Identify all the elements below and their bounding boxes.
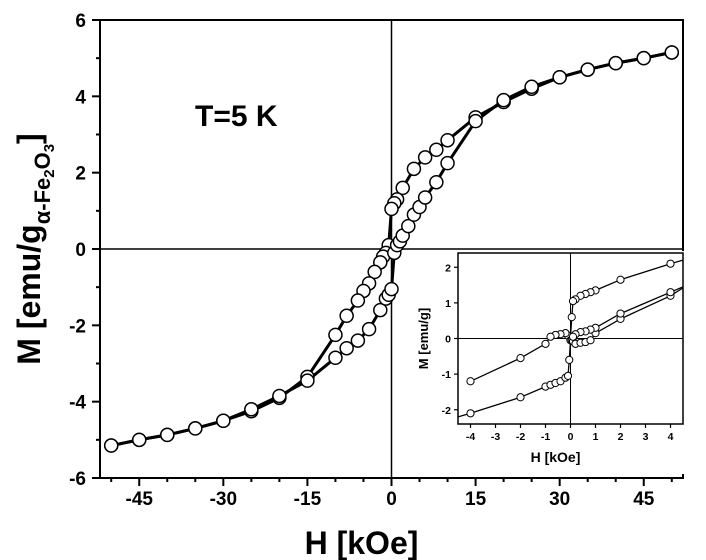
inset-data-point <box>586 336 595 345</box>
main-y-tick-label: 0 <box>75 240 86 261</box>
y-axis-title-part: α <box>30 210 55 224</box>
main-data-point <box>272 388 287 404</box>
main-data-point <box>524 79 539 95</box>
inset-x-tick-label: 1 <box>593 431 599 443</box>
inset-y-tick-label: 0 <box>445 334 451 346</box>
main-data-point <box>401 218 416 234</box>
y-axis-title-part: M [emu/g <box>11 224 47 364</box>
main-x-tick-label: 30 <box>549 489 570 510</box>
inset-data-point <box>546 332 555 341</box>
inset-data-point <box>666 288 675 297</box>
inset-data-point <box>567 313 576 322</box>
main-data-point <box>188 421 203 436</box>
inset-x-tick-label: -4 <box>466 431 475 443</box>
inset-y-tick-label: 2 <box>445 262 451 274</box>
main-data-point <box>664 45 680 60</box>
main-data-point <box>373 302 388 318</box>
inset-data-point <box>616 309 625 318</box>
main-data-point <box>350 293 366 308</box>
main-y-tick-label: -6 <box>69 469 86 490</box>
inset-data-point <box>565 355 574 364</box>
inset-data-point <box>568 296 578 306</box>
main-y-tick-label: -4 <box>69 393 86 414</box>
main-data-point <box>103 438 119 453</box>
inset-data-point <box>466 409 475 418</box>
main-data-point <box>339 340 354 356</box>
main-x-tick-label: -30 <box>210 489 237 510</box>
main-data-point <box>361 321 377 337</box>
main-data-point <box>160 427 175 443</box>
main-data-point <box>440 132 455 148</box>
inset-y-tick-label: -1 <box>442 369 451 381</box>
inset-data-point <box>541 339 550 348</box>
inset-x-tick-label: -2 <box>516 431 525 443</box>
main-x-axis-title: H [kOe] <box>305 525 419 560</box>
main-x-tick-label: -15 <box>294 489 322 510</box>
inset-x-tick-label: -3 <box>491 431 500 443</box>
y-axis-title-part: 2 <box>41 169 58 177</box>
main-data-point <box>429 142 444 158</box>
main-x-tick-label: 45 <box>633 489 655 510</box>
main-data-point <box>384 281 399 297</box>
inset-x-tick-label: 3 <box>643 431 649 443</box>
y-axis-title-part: -Fe <box>30 178 55 211</box>
main-data-point <box>440 155 455 171</box>
main-data-point <box>328 327 343 343</box>
main-y-tick-label: 6 <box>75 11 86 32</box>
main-y-tick-label: 2 <box>75 164 86 185</box>
main-x-tick-label: 15 <box>465 489 487 510</box>
inset-data-point <box>466 377 475 386</box>
main-y-tick-label: 4 <box>75 87 86 108</box>
y-axis-title-part: 3 <box>41 144 58 152</box>
inset-x-tick-label: 4 <box>668 431 674 443</box>
inset-y-axis-title: M [emu/g] <box>416 308 431 369</box>
main-data-point <box>367 264 382 280</box>
main-y-axis-title: M [emu/gα-Fe2O3] <box>11 133 58 364</box>
y-axis-title-part: O <box>30 152 55 169</box>
inset-x-axis-title: H [kOe] <box>531 449 581 465</box>
main-data-point <box>552 70 567 85</box>
inset-data-point <box>516 353 525 363</box>
inset-data-point <box>616 275 625 284</box>
main-data-point <box>328 350 343 366</box>
main-data-point <box>406 161 422 177</box>
inset-y-tick-label: 1 <box>445 298 451 310</box>
main-x-tick-label: 0 <box>386 489 397 510</box>
main-data-point <box>300 373 315 388</box>
main-data-point <box>131 432 147 448</box>
main-data-point <box>636 50 652 66</box>
main-y-tick-label: -2 <box>69 316 86 337</box>
main-data-point <box>339 308 354 324</box>
y-axis-title-part: ] <box>11 133 47 144</box>
main-data-point <box>244 402 259 417</box>
main-x-tick-label: -45 <box>126 489 154 510</box>
main-data-point <box>496 92 511 108</box>
main-data-point <box>417 150 433 165</box>
main-data-point <box>350 333 366 348</box>
main-data-point <box>395 180 410 196</box>
inset-x-tick-label: 2 <box>618 431 624 443</box>
inset-data-point <box>516 393 525 402</box>
inset-data-point <box>568 332 578 341</box>
inset-y-tick-label: -2 <box>442 405 451 417</box>
inset-x-tick-label: -1 <box>541 431 550 443</box>
main-data-point <box>429 174 444 190</box>
main-data-point <box>608 55 623 71</box>
main-data-point <box>417 190 433 205</box>
temperature-annotation: T=5 K <box>195 100 278 133</box>
inset-data-point <box>666 259 675 268</box>
inset-data-point <box>563 371 573 381</box>
main-data-point <box>580 62 595 77</box>
main-data-point <box>468 113 483 129</box>
main-data-point <box>216 413 231 428</box>
main-data-point <box>384 201 399 217</box>
inset-x-tick-label: 0 <box>568 431 574 443</box>
